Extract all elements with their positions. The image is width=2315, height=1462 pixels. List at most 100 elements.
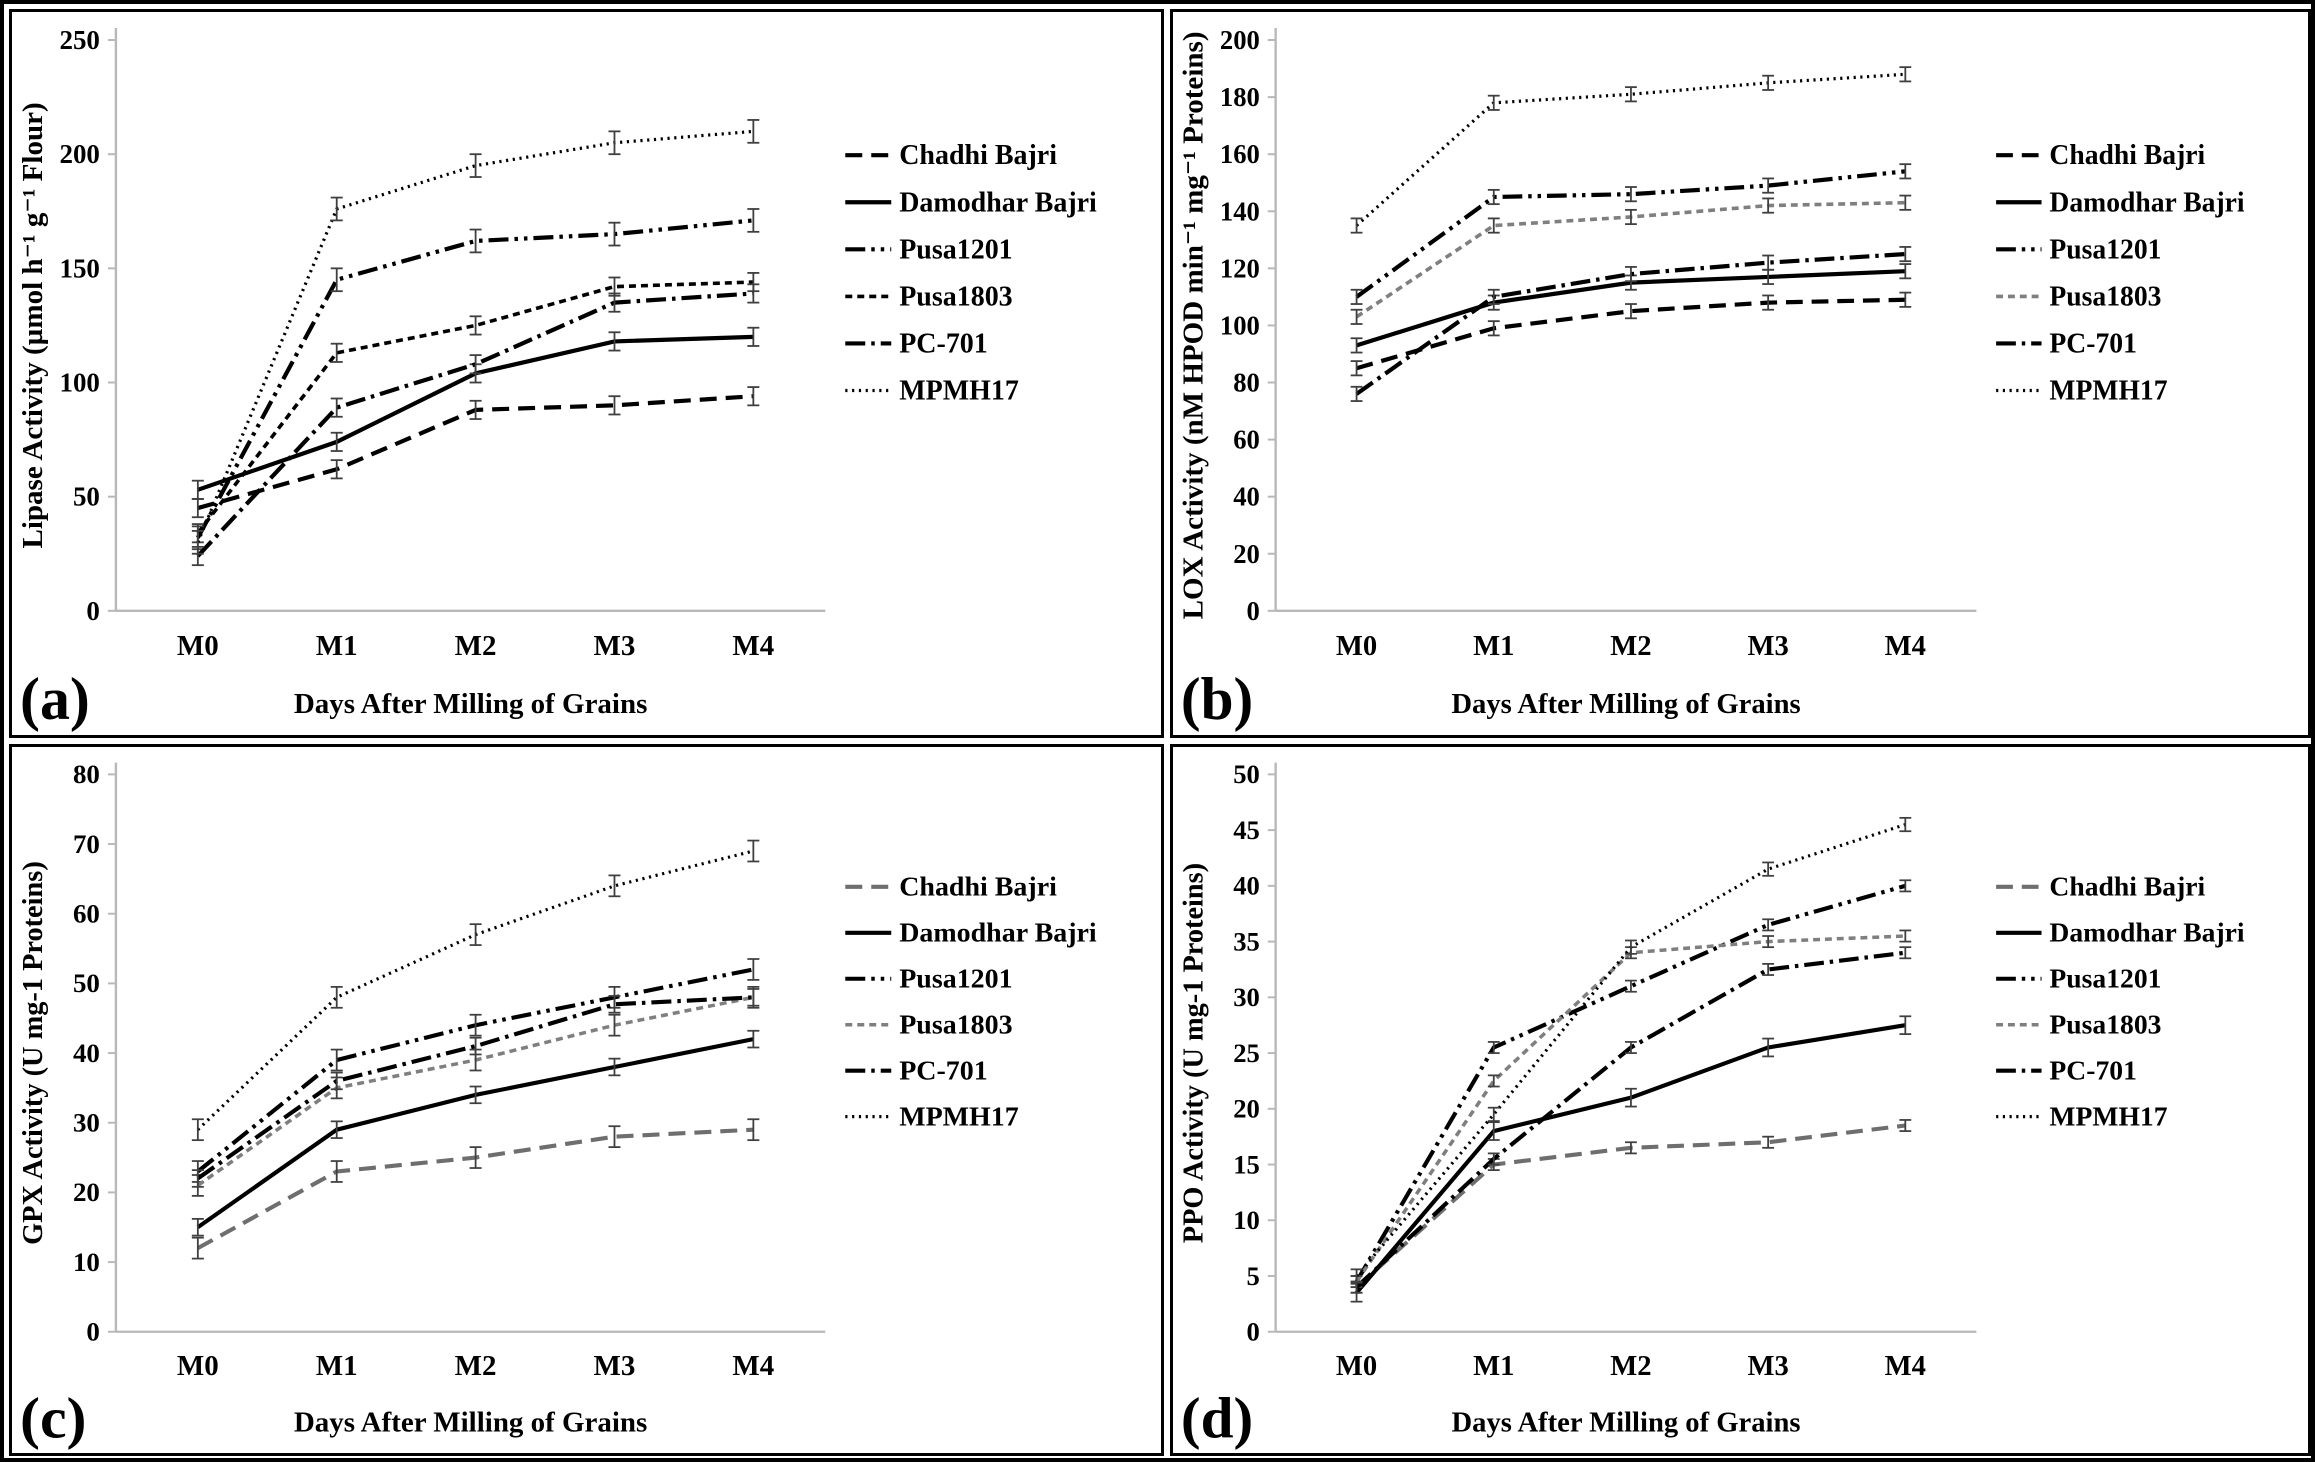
panel-letter: (b) xyxy=(1181,666,1253,732)
y-tick-label: 20 xyxy=(1233,1094,1260,1124)
y-tick-label: 60 xyxy=(1233,424,1260,454)
series-pusa1803 xyxy=(1350,194,1912,325)
x-axis-title: Days After Milling of Grains xyxy=(294,1407,647,1439)
y-tick-label: 40 xyxy=(73,1038,100,1068)
y-axis-title: LOX Activity (nM HPOD min⁻¹ mg⁻¹ Protein… xyxy=(1178,31,1210,619)
x-axis-title: Days After Milling of Grains xyxy=(1451,688,1800,720)
y-tick-label: 100 xyxy=(59,367,99,397)
panel-letter: (c) xyxy=(20,1385,87,1450)
y-tick-label: 80 xyxy=(1233,367,1260,397)
y-tick-label: 0 xyxy=(1247,1317,1260,1347)
y-tick-label: 0 xyxy=(86,596,99,626)
x-tick-label: M1 xyxy=(316,1350,358,1382)
panel-b-lox-activity-chart: 0 20 40 60 80 100 120 140 160 180 200 M0 M1 M2 M3 M4 Day… xyxy=(1170,9,2311,738)
x-tick-label: M4 xyxy=(732,630,774,662)
x-tick-label: M3 xyxy=(594,1350,636,1382)
axes: 0 10 20 30 40 50 60 70 80 M0 M1 M2 M3 M4 xyxy=(73,759,826,1382)
panel-letter: (d) xyxy=(1181,1385,1253,1451)
legend-label: MPMH17 xyxy=(2049,375,2167,406)
x-tick-label: M3 xyxy=(594,630,636,662)
panel-c-gpx-activity-chart: 0 10 20 30 40 50 60 70 80 M0 M1 M2 M3 M4 Days After Mi… xyxy=(9,744,1164,1456)
y-tick-label: 20 xyxy=(1233,539,1260,569)
series-mpmh17 xyxy=(1350,816,1912,1284)
y-tick-label: 10 xyxy=(73,1247,100,1277)
series-mpmh17 xyxy=(191,839,760,1142)
x-tick-label: M0 xyxy=(177,630,219,662)
legend: Chadhi Bajri Damodhar Bajri Pusa1201 Pusa18… xyxy=(845,871,1097,1131)
y-tick-label: 5 xyxy=(1247,1261,1260,1291)
y-tick-label: 250 xyxy=(59,25,99,55)
x-tick-label: M4 xyxy=(1885,1351,1926,1382)
y-tick-label: 70 xyxy=(73,829,100,859)
legend-label: Damodhar Bajri xyxy=(2049,917,2245,948)
legend-label: Chadhi Bajri xyxy=(899,871,1057,902)
legend-label: Chadhi Bajri xyxy=(899,140,1057,171)
legend-label: Pusa1803 xyxy=(899,281,1012,312)
x-tick-label: M3 xyxy=(1747,1351,1788,1382)
x-tick-label: M2 xyxy=(1610,1351,1651,1382)
legend-label: MPMH17 xyxy=(899,1101,1019,1132)
series-chadhi-bajri xyxy=(1350,291,1912,377)
legend: Chadhi Bajri Damodhar Bajri Pusa1201 Pusa18… xyxy=(1996,140,2245,407)
y-tick-label: 120 xyxy=(1220,253,1260,283)
legend-label: Damodhar Bajri xyxy=(2049,187,2244,218)
legend-label: Pusa1201 xyxy=(899,234,1012,265)
legend-label: PC-701 xyxy=(2049,328,2136,359)
series-pusa1201 xyxy=(1350,163,1912,305)
y-tick-label: 140 xyxy=(1220,196,1260,226)
y-axis-title: PPO Activity (U mg-1 Proteins) xyxy=(1178,863,1209,1243)
x-tick-label: M0 xyxy=(1336,630,1377,662)
y-tick-label: 40 xyxy=(1233,871,1260,901)
legend-label: MPMH17 xyxy=(899,376,1019,407)
legend-label: PC-701 xyxy=(899,328,988,359)
x-tick-label: M3 xyxy=(1747,630,1788,662)
legend-label: Pusa1803 xyxy=(899,1009,1012,1040)
y-axis-title: GPX Activity (U mg-1 Proteins) xyxy=(17,861,49,1245)
series-mpmh17 xyxy=(1350,66,1912,234)
legend-label: PC-701 xyxy=(899,1055,988,1086)
series-pc-701 xyxy=(1350,946,1912,1294)
series-chadhi-bajri xyxy=(191,1118,760,1260)
chart-svg-b: 0 20 40 60 80 100 120 140 160 180 200 M0 M1 M2 M3 M4 Day… xyxy=(1178,25,2245,732)
y-tick-label: 200 xyxy=(1220,25,1260,55)
y-tick-label: 30 xyxy=(73,1108,100,1138)
legend: Chadhi Bajri Damodhar Bajri Pusa1201 Pusa18… xyxy=(1996,871,2245,1132)
legend-label: Damodhar Bajri xyxy=(899,187,1097,218)
axes: 0 50 100 150 200 250 M0 M1 M2 M3 M4 xyxy=(59,25,826,662)
x-tick-label: M0 xyxy=(177,1350,219,1382)
axes: 0 5 10 15 20 25 30 35 40 45 50 M0 M1 M2 M3 M4 xyxy=(1233,759,1977,1382)
chart-svg-a: 0 50 100 150 200 250 M0 M1 M2 M3 M4 Days After Mill… xyxy=(17,25,1097,732)
y-tick-label: 160 xyxy=(1220,139,1260,169)
x-tick-label: M2 xyxy=(455,1350,497,1382)
series-mpmh17 xyxy=(191,119,760,555)
series-chadhi-bajri xyxy=(191,386,760,519)
legend-label: Chadhi Bajri xyxy=(2049,140,2205,171)
series-pc-701 xyxy=(191,988,760,1188)
x-tick-label: M2 xyxy=(455,630,497,662)
legend-label: MPMH17 xyxy=(2049,1101,2167,1132)
panel-letter: (a) xyxy=(20,666,90,732)
legend-label: Damodhar Bajri xyxy=(899,917,1097,948)
y-tick-label: 20 xyxy=(73,1177,100,1207)
y-axis-title: Lipase Activity (µmol h⁻¹ g⁻¹ Flour) xyxy=(17,102,49,548)
y-tick-label: 50 xyxy=(73,482,100,512)
y-tick-label: 150 xyxy=(59,253,99,283)
y-tick-label: 0 xyxy=(1247,596,1260,626)
panel-d-ppo-activity-chart: 0 5 10 15 20 25 30 35 40 45 50 M0 M1 M2 M3 M4 Days After… xyxy=(1170,744,2311,1456)
x-tick-label: M1 xyxy=(1473,630,1514,662)
x-axis-title: Days After Milling of Grains xyxy=(294,688,647,720)
y-tick-label: 15 xyxy=(1233,1149,1260,1179)
y-tick-label: 45 xyxy=(1233,815,1260,845)
y-tick-label: 200 xyxy=(59,139,99,169)
axes: 0 20 40 60 80 100 120 140 160 180 200 M0 M1 M2 M3 M4 xyxy=(1220,25,1977,662)
legend-label: PC-701 xyxy=(2049,1055,2136,1086)
series-chadhi-bajri xyxy=(1350,1119,1912,1294)
legend-label: Pusa1201 xyxy=(2049,963,2161,994)
y-tick-label: 40 xyxy=(1233,482,1260,512)
legend-label: Pusa1201 xyxy=(899,963,1012,994)
series-pc-701 xyxy=(191,283,760,567)
legend-label: Pusa1803 xyxy=(2049,281,2161,312)
y-tick-label: 80 xyxy=(73,759,100,789)
y-tick-label: 25 xyxy=(1233,1038,1260,1068)
